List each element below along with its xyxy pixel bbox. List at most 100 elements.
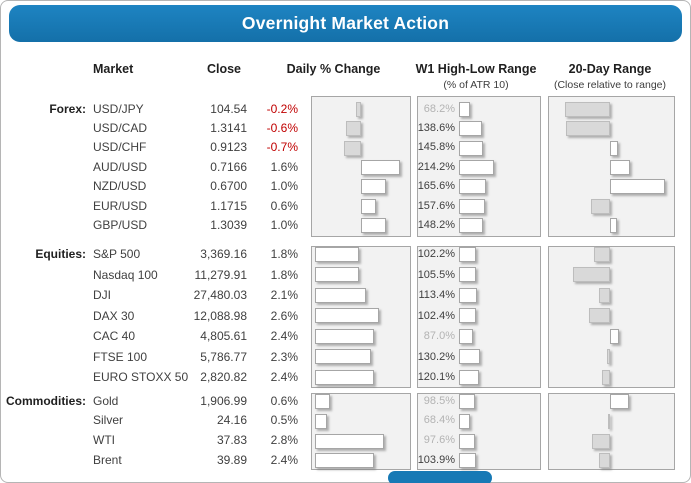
close-value: 4,805.61 bbox=[200, 329, 247, 343]
daily-pct-value: 1.8% bbox=[270, 267, 298, 282]
w1-atr-label: 157.6% bbox=[417, 199, 455, 212]
range20-bar bbox=[610, 218, 617, 234]
range20-bar bbox=[565, 101, 610, 117]
range20-bar bbox=[599, 287, 610, 303]
w1-atr-bar bbox=[459, 308, 476, 324]
w1-range-panel-commodities bbox=[417, 393, 541, 470]
w1-atr-bar bbox=[459, 160, 494, 175]
w1-atr-bar bbox=[459, 246, 476, 262]
range20-bar bbox=[607, 349, 610, 365]
close-value: 1,906.99 bbox=[200, 393, 247, 408]
w1-atr-bar bbox=[459, 101, 470, 117]
w1-atr-label: 97.6% bbox=[423, 434, 455, 447]
close-value: 2,820.82 bbox=[200, 370, 247, 384]
range20-bar bbox=[566, 121, 610, 137]
close-value: 1.3141 bbox=[210, 121, 247, 135]
w1-atr-label: 130.2% bbox=[417, 350, 455, 363]
w1-atr-label: 113.4% bbox=[418, 289, 456, 301]
close-value: 5,786.77 bbox=[200, 349, 247, 364]
range20-bar bbox=[610, 160, 630, 175]
range20-bar bbox=[599, 453, 610, 469]
market-name: Nasdaq 100 bbox=[93, 267, 158, 282]
close-value: 1.3039 bbox=[210, 218, 247, 232]
next-section-banner-peek bbox=[388, 471, 492, 483]
close-value: 24.16 bbox=[216, 413, 247, 428]
daily-pct-bar bbox=[314, 394, 330, 409]
w1-atr-label: 68.4% bbox=[423, 414, 455, 427]
daily-pct-bar bbox=[355, 101, 361, 117]
w1-atr-bar bbox=[459, 394, 475, 409]
w1-range-panel-equities bbox=[417, 246, 541, 388]
daily-pct-bar bbox=[361, 198, 376, 214]
range20-bar bbox=[608, 413, 610, 429]
market-name: Gold bbox=[93, 393, 119, 408]
daily-pct-bar bbox=[314, 453, 374, 469]
column-header-close: Close bbox=[206, 62, 242, 76]
w1-atr-label: 98.5% bbox=[423, 394, 455, 407]
close-value: 3,369.16 bbox=[200, 247, 247, 261]
daily-pct-value: 2.8% bbox=[270, 433, 298, 448]
close-value: 1.1715 bbox=[210, 198, 247, 213]
w1-atr-bar bbox=[459, 218, 483, 234]
market-name: USD/CHF bbox=[93, 140, 147, 155]
daily-pct-value: 1.0% bbox=[270, 218, 298, 232]
daily-pct-value: 2.4% bbox=[270, 329, 298, 343]
w1-atr-bar bbox=[459, 179, 486, 195]
market-name: EUR/USD bbox=[93, 198, 148, 213]
range20-bar bbox=[573, 267, 610, 283]
market-name: CAC 40 bbox=[93, 329, 136, 343]
range20-bar bbox=[594, 246, 610, 262]
daily-pct-bar bbox=[314, 369, 374, 385]
daily-pct-bar bbox=[314, 328, 374, 344]
w1-atr-label: 68.2% bbox=[423, 102, 455, 115]
daily-pct-value: 0.6% bbox=[270, 393, 298, 408]
title-banner: Overnight Market Action bbox=[9, 5, 682, 42]
w1-atr-label: 145.8% bbox=[417, 141, 455, 154]
group-label: Equities: bbox=[35, 247, 86, 261]
w1-atr-label: 103.9% bbox=[417, 454, 455, 466]
daily-pct-bar bbox=[345, 121, 361, 137]
close-value: 12,088.98 bbox=[193, 308, 247, 323]
close-value: 0.6700 bbox=[210, 179, 247, 194]
w1-atr-label: 120.1% bbox=[417, 371, 455, 383]
daily-pct-value: -0.7% bbox=[266, 140, 298, 155]
daily-pct-value: -0.2% bbox=[266, 101, 298, 116]
range20-bar bbox=[592, 433, 610, 449]
w1-atr-bar bbox=[459, 287, 477, 303]
market-name: Brent bbox=[93, 453, 122, 467]
w1-atr-label: 214.2% bbox=[417, 160, 455, 173]
market-name: GBP/USD bbox=[93, 218, 148, 232]
market-name: FTSE 100 bbox=[93, 349, 148, 364]
w1-atr-label: 148.2% bbox=[417, 219, 455, 231]
w1-atr-bar bbox=[459, 453, 476, 469]
daily-pct-value: 2.4% bbox=[270, 370, 298, 384]
close-value: 0.9123 bbox=[210, 140, 247, 155]
column-header-w1-range: W1 High-Low Range bbox=[415, 62, 537, 76]
range20-bar bbox=[602, 369, 610, 385]
group-label: Commodities: bbox=[5, 393, 86, 408]
daily-pct-bar bbox=[361, 160, 400, 175]
daily-pct-value: 2.4% bbox=[270, 453, 298, 467]
close-value: 11,279.91 bbox=[194, 267, 248, 282]
daily-pct-bar bbox=[314, 349, 371, 365]
daily-pct-value: -0.6% bbox=[266, 121, 298, 135]
market-name: USD/CAD bbox=[93, 121, 148, 135]
daily-pct-bar bbox=[314, 246, 359, 262]
daily-pct-bar bbox=[343, 140, 361, 156]
daily-pct-bar bbox=[314, 413, 327, 429]
market-name: NZD/USD bbox=[93, 179, 147, 194]
close-value: 37.83 bbox=[216, 433, 247, 448]
range20-bar bbox=[610, 328, 619, 344]
w1-atr-bar bbox=[459, 328, 473, 344]
w1-atr-label: 102.2% bbox=[417, 248, 455, 260]
w1-atr-bar bbox=[459, 433, 475, 449]
range20-bar bbox=[610, 179, 665, 195]
market-name: Silver bbox=[93, 413, 124, 428]
w1-atr-bar bbox=[459, 198, 485, 214]
daily-pct-bar bbox=[314, 267, 359, 283]
market-name: DJI bbox=[93, 288, 111, 302]
daily-pct-value: 0.6% bbox=[270, 198, 298, 213]
daily-pct-value: 1.6% bbox=[270, 159, 298, 174]
daily-pct-bar bbox=[314, 433, 384, 449]
